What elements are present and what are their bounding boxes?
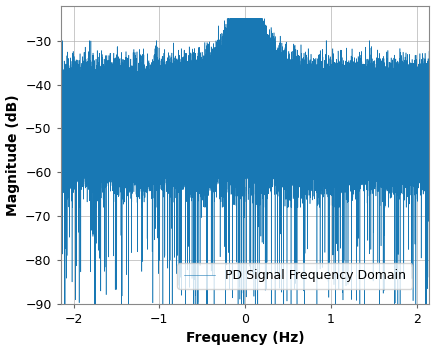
PD Signal Frequency Domain — [73, 155, 79, 160]
PD Signal Frequency Domain — [238, 16, 243, 21]
PD Signal Frequency Domain — [80, 151, 85, 155]
Y-axis label: Magnitude (dB): Magnitude (dB) — [6, 94, 20, 216]
X-axis label: Frequency (Hz): Frequency (Hz) — [185, 331, 304, 345]
PD Signal Frequency Domain — [426, 161, 431, 166]
PD Signal Frequency Domain — [130, 156, 135, 160]
PD Signal Frequency Domain — [58, 76, 63, 80]
Legend: PD Signal Frequency Domain: PD Signal Frequency Domain — [177, 263, 411, 289]
PD Signal Frequency Domain — [224, 16, 229, 21]
PD Signal Frequency Domain — [406, 172, 411, 176]
PD Signal Frequency Domain — [59, 174, 65, 178]
PD Signal Frequency Domain — [62, 311, 67, 315]
Line: PD Signal Frequency Domain: PD Signal Frequency Domain — [60, 19, 428, 313]
